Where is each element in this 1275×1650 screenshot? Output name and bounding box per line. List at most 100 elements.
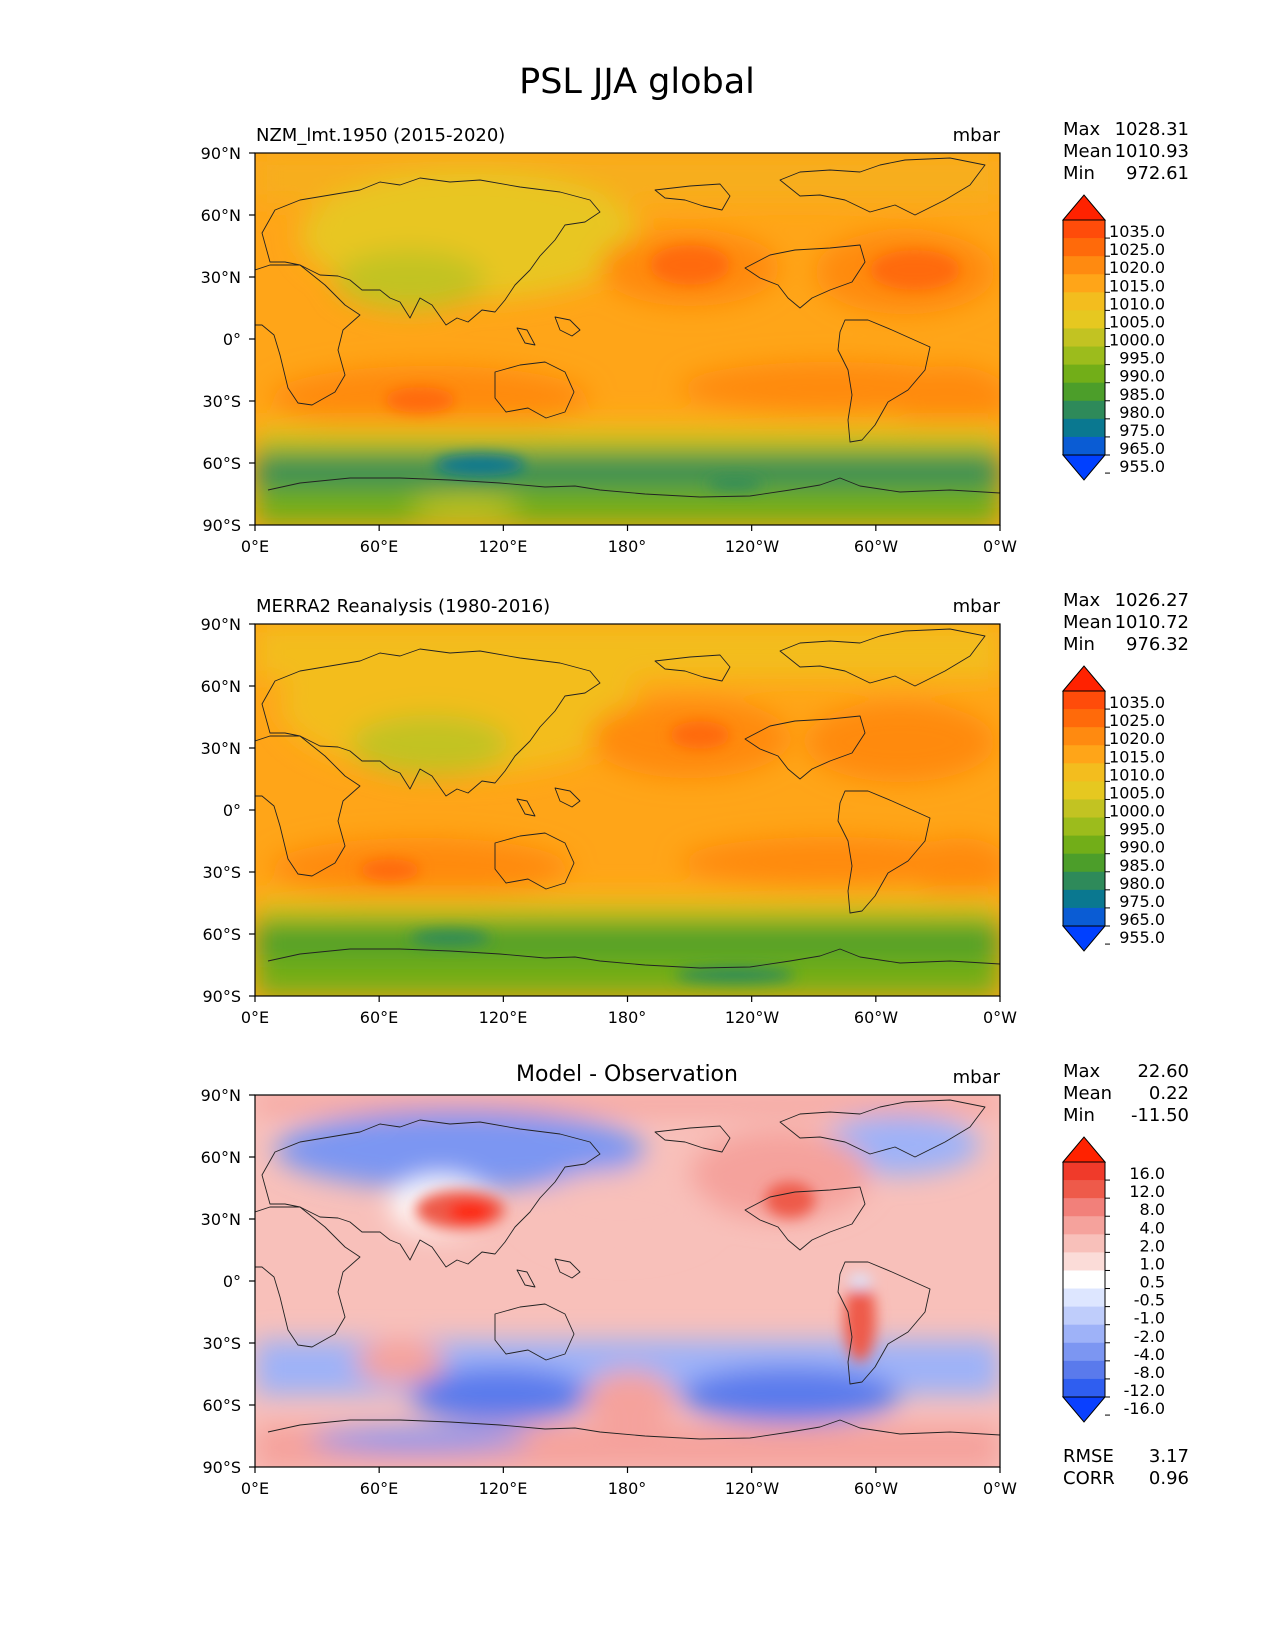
metric-value-rmse: 3.17 <box>1149 1446 1189 1467</box>
colorbar-swatch <box>1063 727 1105 746</box>
panel-observation-x-axis: 0°E 60°E 120°E 180° 120°W 60°W 0°W <box>241 996 1017 1027</box>
x-tick-label: 120°W <box>725 1008 780 1027</box>
colorbar-tick-label: 0.5 <box>1140 1273 1165 1292</box>
colorbar-max-extend <box>1061 1136 1107 1163</box>
colorbar-swatch <box>1063 1234 1105 1253</box>
colorbar-tick-label: 965.0 <box>1119 910 1165 929</box>
colorbar-swatch <box>1063 1306 1105 1326</box>
stat-value: 1028.31 <box>1115 119 1189 140</box>
colorbar-swatch <box>1063 763 1105 782</box>
colorbar-swatch <box>1063 835 1105 855</box>
stat-label: Min <box>1063 163 1095 184</box>
stat-value: 0.22 <box>1149 1083 1189 1104</box>
x-tick-label: 60°W <box>854 1479 898 1498</box>
panel-difference-x-axis: 0°E 60°E 120°E 180° 120°W 60°W 0°W <box>241 1467 1017 1498</box>
colorbar-tick-label: 1010.0 <box>1109 765 1165 784</box>
colorbar-swatch <box>1063 781 1105 800</box>
colorbar-tick-label: 975.0 <box>1119 892 1165 911</box>
y-tick-label: 0° <box>223 801 241 820</box>
colorbar-tick-label: 1005.0 <box>1109 783 1165 802</box>
stat-value: 972.61 <box>1126 163 1189 184</box>
x-tick-label: 60°E <box>360 1479 398 1498</box>
panel-difference-units: mbar <box>953 1067 1001 1088</box>
x-tick-label: 180° <box>608 1008 647 1027</box>
panel-model-colorbar: 1035.01025.01020.01015.01010.01005.01000… <box>1061 194 1165 481</box>
colorbar-min-extend <box>1061 454 1107 481</box>
colorbar-min-extend <box>1061 1396 1107 1423</box>
stat-value: 1010.93 <box>1115 141 1189 162</box>
colorbar-swatch <box>1063 418 1105 438</box>
y-tick-label: 30°S <box>202 863 241 882</box>
x-tick-label: 0°E <box>241 537 269 556</box>
colorbar-swatch <box>1063 1252 1105 1271</box>
panel-model-x-axis: 0°E 60°E 120°E 180° 120°W 60°W 0°W <box>241 525 1017 556</box>
y-tick-label: 0° <box>223 330 241 349</box>
y-tick-label: 60°S <box>202 454 241 473</box>
y-tick-label: 0° <box>223 1272 241 1291</box>
colorbar-swatch <box>1063 238 1105 257</box>
colorbar-tick-label: 1025.0 <box>1109 240 1165 259</box>
colorbar-tick-label: 955.0 <box>1119 457 1165 476</box>
y-tick-label: 90°N <box>201 144 241 163</box>
colorbar-swatch <box>1063 889 1105 909</box>
y-tick-label: 30°N <box>201 1210 241 1229</box>
colorbar-swatch <box>1063 274 1105 293</box>
y-tick-label: 90°N <box>201 1086 241 1105</box>
panel-model-y-axis: 90°N 60°N 30°N 0° 30°S 60°S 90°S <box>201 144 255 535</box>
colorbar-tick-label: 1010.0 <box>1109 294 1165 313</box>
colorbar-frame <box>1062 690 1106 927</box>
colorbar-swatch <box>1063 220 1105 239</box>
x-tick-label: 180° <box>608 537 647 556</box>
colorbar-swatch <box>1063 400 1105 420</box>
colorbar-tick-label: 985.0 <box>1119 856 1165 875</box>
stat-label: Mean <box>1063 612 1112 633</box>
colorbar-tick-label: -1.0 <box>1134 1309 1165 1328</box>
stat-value: -11.50 <box>1131 1105 1189 1126</box>
x-tick-label: 0°W <box>983 1008 1017 1027</box>
colorbar-swatch <box>1063 310 1105 329</box>
y-tick-label: 60°N <box>201 206 241 225</box>
x-tick-label: 0°E <box>241 1479 269 1498</box>
colorbar-tick-label: -2.0 <box>1134 1327 1165 1346</box>
colorbar-max-extend <box>1061 194 1107 221</box>
stat-label: Max <box>1063 1061 1101 1082</box>
x-tick-label: 120°W <box>725 537 780 556</box>
colorbar-tick-label: 2.0 <box>1140 1236 1165 1255</box>
stat-label: Max <box>1063 119 1101 140</box>
colorbar-tick-label: 1020.0 <box>1109 258 1165 277</box>
colorbar-swatch <box>1063 436 1105 456</box>
panel-difference-title: Model - Observation <box>516 1062 738 1087</box>
colorbar-tick-label: 975.0 <box>1119 421 1165 440</box>
colorbar-swatch <box>1063 853 1105 873</box>
x-tick-label: 60°W <box>854 537 898 556</box>
colorbar-swatch <box>1063 871 1105 891</box>
stat-value: 22.60 <box>1137 1061 1189 1082</box>
colorbar-swatch <box>1063 1198 1105 1217</box>
colorbar-tick-label: 980.0 <box>1119 403 1165 422</box>
colorbar-tick-label: 1035.0 <box>1109 222 1165 241</box>
panel-model-title: NZM_lmt.1950 (2015-2020) <box>256 125 505 146</box>
colorbar-swatch <box>1063 364 1105 384</box>
y-tick-label: 30°S <box>202 392 241 411</box>
x-tick-label: 60°E <box>360 1008 398 1027</box>
panel-observation-title: MERRA2 Reanalysis (1980-2016) <box>256 596 550 617</box>
y-tick-label: 60°N <box>201 1148 241 1167</box>
metric-value-corr: 0.96 <box>1149 1468 1189 1489</box>
stat-label: Max <box>1063 590 1101 611</box>
y-tick-label: 30°N <box>201 739 241 758</box>
y-tick-label: 90°S <box>202 1458 241 1477</box>
colorbar-swatch <box>1063 1180 1105 1199</box>
panel-difference-stats: Max 22.60 Mean 0.22 Min -11.50 <box>1063 1061 1189 1126</box>
colorbar-swatch <box>1063 346 1105 366</box>
colorbar-swatch <box>1063 799 1105 819</box>
colorbar-swatch <box>1063 1216 1105 1235</box>
colorbar-frame <box>1062 1161 1106 1398</box>
x-tick-label: 60°W <box>854 1008 898 1027</box>
colorbar-swatch <box>1063 691 1105 710</box>
colorbar-tick-label: 1020.0 <box>1109 729 1165 748</box>
colorbar-tick-label: 990.0 <box>1119 367 1165 386</box>
y-tick-label: 90°S <box>202 516 241 535</box>
colorbar-tick-label: -0.5 <box>1134 1291 1165 1310</box>
colorbar-swatch <box>1063 1342 1105 1362</box>
